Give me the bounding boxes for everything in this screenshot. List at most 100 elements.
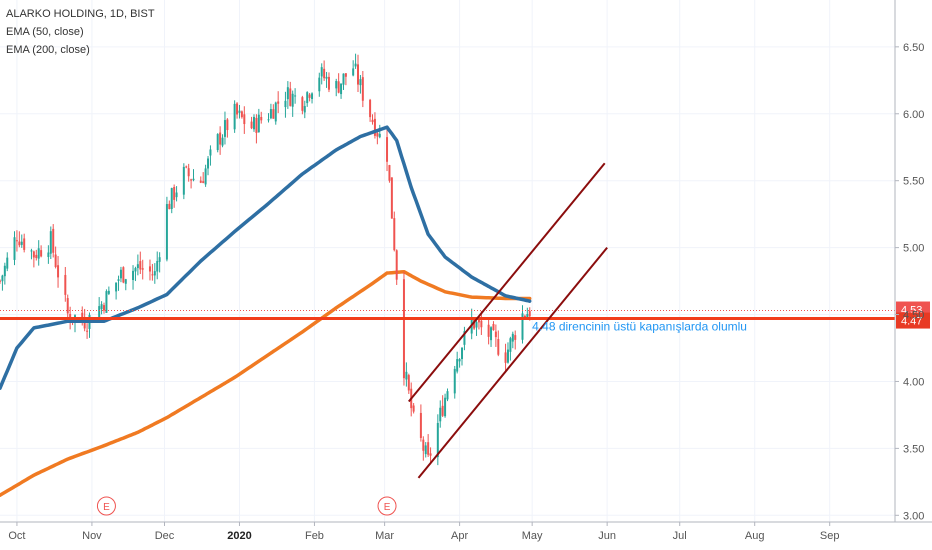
candle-body-121 xyxy=(407,375,410,391)
candle-body-107 xyxy=(359,79,362,86)
x-tick-label-8: Jun xyxy=(598,530,616,542)
candle-body-8 xyxy=(23,238,26,250)
candle-body-147 xyxy=(494,331,497,338)
candle-body-3 xyxy=(6,257,9,269)
ema-200-line xyxy=(0,269,532,497)
x-tick-label-4: Feb xyxy=(305,530,324,542)
candle-body-108 xyxy=(361,77,364,101)
candle-body-99 xyxy=(335,81,338,89)
x-tick-label-1: Nov xyxy=(82,530,102,542)
candle-body-52 xyxy=(173,187,176,200)
candle-body-58 xyxy=(192,178,195,181)
candle-body-126 xyxy=(424,445,427,455)
candle-body-144 xyxy=(487,324,490,337)
candle-body-109 xyxy=(369,99,372,118)
candle-body-117 xyxy=(393,218,396,251)
earnings-marker-1[interactable] xyxy=(377,496,397,516)
candle-body-79 xyxy=(267,119,270,121)
candle-body-76 xyxy=(255,117,258,133)
candle-body-96 xyxy=(323,68,326,79)
candle-body-4 xyxy=(13,237,16,260)
candle-body-19 xyxy=(64,274,67,295)
candle-body-16 xyxy=(52,228,55,253)
candle-body-33 xyxy=(107,290,110,294)
y-tick-label-6: 6.00 xyxy=(903,109,924,121)
candle-body-6 xyxy=(18,241,21,246)
candle-body-35 xyxy=(117,279,120,281)
legend-title[interactable]: ALARKO HOLDING, 1D, BIST xyxy=(6,8,155,20)
legend-ema-50[interactable]: EMA (50, close) xyxy=(6,26,84,38)
candle-body-20 xyxy=(66,298,69,314)
candle-body-124 xyxy=(419,412,422,438)
candle-body-64 xyxy=(216,134,219,151)
candle-body-57 xyxy=(190,179,193,181)
candle-body-82 xyxy=(274,102,277,122)
candle-body-93 xyxy=(311,93,314,100)
y-tick-label-7: 6.50 xyxy=(903,42,924,54)
candle-body-44 xyxy=(148,266,151,272)
candle-body-138 xyxy=(463,331,466,345)
candle-body-149 xyxy=(504,352,507,363)
x-tick-label-9: Jul xyxy=(673,530,687,542)
candle-body-29 xyxy=(98,306,101,321)
candle-body-104 xyxy=(352,68,355,76)
candle-body-101 xyxy=(340,83,343,95)
candle-body-103 xyxy=(344,73,347,77)
candle-body-97 xyxy=(325,76,328,79)
candle-body-116 xyxy=(390,177,393,219)
candle-body-94 xyxy=(318,77,321,92)
candle-body-11 xyxy=(35,254,38,258)
candle-body-73 xyxy=(243,114,246,125)
legend-ema-200[interactable]: EMA (200, close) xyxy=(6,44,90,56)
candle-body-145 xyxy=(490,327,493,341)
candle-body-53 xyxy=(175,192,178,198)
candle-body-59 xyxy=(199,180,202,183)
candle-body-63 xyxy=(209,149,212,156)
candle-body-132 xyxy=(444,397,447,417)
candle-body-88 xyxy=(294,95,297,97)
candle-body-72 xyxy=(240,111,243,118)
y-tick-label-4: 5.00 xyxy=(903,243,924,255)
x-tick-label-10: Aug xyxy=(745,530,765,542)
candle-body-105 xyxy=(354,63,357,67)
candle-body-12 xyxy=(37,248,40,259)
candle-body-42 xyxy=(139,261,142,270)
candle-body-123 xyxy=(412,405,415,412)
ema-50-layer xyxy=(0,125,532,390)
candle-body-146 xyxy=(492,323,495,331)
ema-200-layer xyxy=(0,269,532,497)
channel-layer xyxy=(408,162,608,479)
x-tick-label-6: Apr xyxy=(451,530,468,542)
candle-body-157 xyxy=(528,311,531,317)
candle-body-129 xyxy=(436,422,439,458)
candle-body-67 xyxy=(223,120,226,137)
candle-body-62 xyxy=(207,158,210,169)
candle-body-43 xyxy=(141,268,144,270)
candle-body-45 xyxy=(151,274,154,276)
candle-body-156 xyxy=(526,314,529,320)
candle-body-95 xyxy=(320,67,323,77)
candle-body-131 xyxy=(441,405,444,416)
candle-body-65 xyxy=(219,132,222,145)
candle-body-112 xyxy=(376,132,379,137)
candle-body-87 xyxy=(291,93,294,107)
y-tick-label-1: 3.50 xyxy=(903,443,924,455)
candle-body-71 xyxy=(238,110,241,113)
candle-body-38 xyxy=(124,279,127,284)
earnings-marker-0[interactable] xyxy=(96,496,116,516)
candle-body-135 xyxy=(456,359,459,372)
candle-body-18 xyxy=(57,265,60,278)
candle-body-118 xyxy=(395,250,398,280)
candle-body-84 xyxy=(284,100,287,108)
earnings-marker-label-1: E xyxy=(384,502,391,513)
candle-body-75 xyxy=(252,116,255,130)
earnings-marker-label-0: E xyxy=(103,502,110,513)
x-tick-label-2: Dec xyxy=(155,530,175,542)
candle-body-77 xyxy=(257,114,260,133)
candle-body-46 xyxy=(153,271,156,276)
candle-body-92 xyxy=(308,94,311,98)
annotations-layer: 4.48 direncinin üstü kapanışlarda olumlu xyxy=(532,320,747,334)
candle-body-111 xyxy=(373,118,376,136)
